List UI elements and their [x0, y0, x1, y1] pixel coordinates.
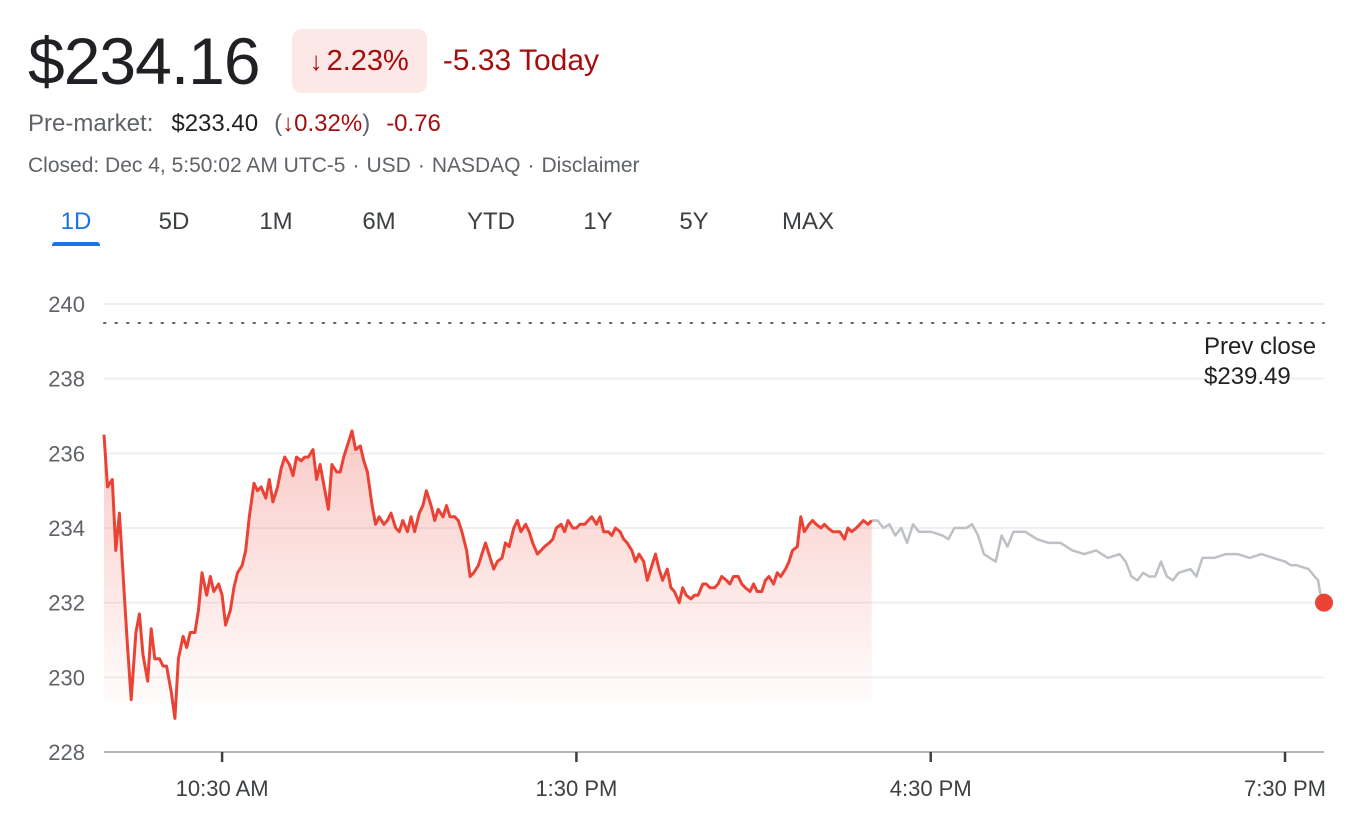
x-tick-label: 10:30 AM — [176, 776, 269, 801]
y-tick-label: 234 — [48, 516, 85, 541]
x-tick-label: 1:30 PM — [535, 776, 617, 801]
exchange: NASDAQ — [431, 154, 521, 177]
arrow-down-icon: ↓ — [282, 110, 295, 137]
tab-max[interactable]: MAX — [781, 208, 834, 235]
last-price-dot — [1315, 593, 1333, 612]
regular-hours-line — [102, 429, 873, 720]
premarket-percent-value: 0.32% — [294, 110, 363, 137]
y-tick-label: 240 — [48, 292, 85, 317]
tab-1m[interactable]: 1M — [259, 208, 293, 235]
current-price: $234.16 — [28, 24, 261, 98]
quote-header: $234.16 ↓ 2.23% -5.33 Today — [28, 24, 599, 98]
market-status-row: Closed: Dec 4, 5:50:02 AM UTC-5 · USD · … — [28, 154, 640, 177]
tab-5y[interactable]: 5Y — [679, 208, 709, 235]
tab-1y[interactable]: 1Y — [583, 208, 613, 235]
change-percent: 2.23% — [326, 44, 409, 77]
change-percent-badge: ↓ 2.23% — [291, 29, 427, 93]
tab-1d[interactable]: 1D — [52, 200, 100, 246]
change-today: -5.33 Today — [442, 44, 600, 77]
y-tick-label: 228 — [48, 740, 85, 765]
x-tick-label: 7:30 PM — [1244, 776, 1326, 801]
regular-hours-area — [104, 430, 872, 719]
tab-5d[interactable]: 5D — [158, 208, 190, 235]
tab-6m[interactable]: 6M — [362, 208, 396, 235]
x-tick-label: 4:30 PM — [890, 776, 972, 801]
tab-ytd[interactable]: YTD — [467, 208, 515, 235]
premarket-price: $233.40 — [171, 110, 259, 137]
premarket-row: Pre-market: $233.40 (↓0.32%) -0.76 — [28, 110, 441, 138]
y-tick-label: 232 — [48, 591, 85, 616]
premarket-label: Pre-market: — [28, 110, 154, 137]
disclaimer-link[interactable]: Disclaimer — [541, 154, 640, 177]
prev-close-value: $239.49 — [1204, 363, 1291, 390]
after-hours-line — [871, 519, 1326, 604]
closed-time: Closed: Dec 4, 5:50:02 AM UTC-5 — [28, 154, 346, 177]
prev-close-label: Prev close — [1204, 333, 1316, 360]
y-tick-label: 236 — [48, 441, 85, 466]
arrow-down-icon: ↓ — [309, 45, 323, 76]
y-tick-label: 230 — [48, 665, 85, 690]
premarket-change-percent: (↓0.32%) — [274, 110, 371, 137]
premarket-change-abs: -0.76 — [386, 110, 441, 137]
currency: USD — [366, 154, 411, 177]
y-tick-label: 238 — [48, 367, 85, 392]
active-tab-indicator — [52, 242, 100, 246]
